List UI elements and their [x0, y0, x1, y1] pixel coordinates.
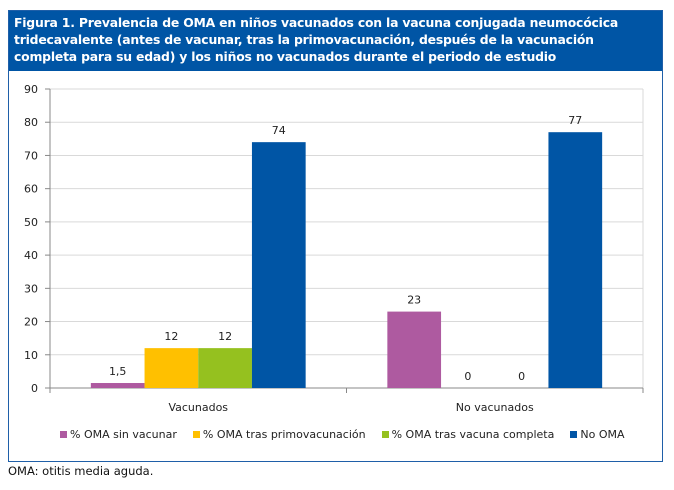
legend-item: % OMA sin vacunar: [60, 428, 177, 441]
legend-item: % OMA tras primovacunación: [192, 428, 366, 441]
legend-label: % OMA tras vacuna completa: [391, 428, 555, 441]
y-tick-label: 0: [31, 382, 38, 395]
legend-label: % OMA tras primovacunación: [202, 428, 366, 441]
y-tick-label: 10: [24, 349, 38, 362]
legend-swatch: [381, 431, 389, 438]
legend-label: No OMA: [580, 428, 625, 441]
legend-item: No OMA: [570, 428, 625, 441]
data-label: 74: [272, 124, 286, 137]
y-tick-label: 80: [24, 116, 38, 129]
legend-swatch: [192, 431, 200, 438]
data-label: 23: [407, 294, 421, 307]
legend-swatch: [570, 431, 578, 438]
legend-swatch: [60, 431, 67, 438]
footnote: OMA: otitis media aguda.: [8, 464, 154, 478]
figure-title: Figura 1. Prevalencia de OMA en niños va…: [9, 11, 662, 71]
y-tick-label: 50: [24, 216, 38, 229]
bar-no-oma-0: [251, 142, 306, 388]
data-label: 0: [518, 370, 525, 383]
y-tick-label: 60: [24, 183, 38, 196]
data-label: 0: [464, 370, 471, 383]
bar--oma-sin-vacunar-0: [90, 383, 145, 388]
y-tick-label: 70: [24, 149, 38, 162]
data-labels: 1,5 12 12 74 23 0 0 77: [109, 114, 582, 383]
y-tick-label: 90: [24, 83, 38, 96]
y-tick-label: 40: [24, 249, 38, 262]
data-label: 12: [164, 330, 178, 343]
data-label: 12: [218, 330, 232, 343]
data-label: 77: [568, 114, 582, 127]
bar--oma-sin-vacunar-1: [387, 311, 442, 388]
y-tick-label: 30: [24, 282, 38, 295]
legend-label: % OMA sin vacunar: [70, 428, 177, 441]
x-category-label: Vacunados: [168, 401, 228, 414]
axes: 0 10 20 30 40 50 60 70 80 90 Vacunados No vacunados: [24, 83, 644, 414]
bar--oma-tras-vacuna-completa-0: [198, 348, 252, 388]
legend-item: % OMA tras vacuna completa: [381, 428, 555, 441]
x-category-label: No vacunados: [456, 401, 534, 414]
bars: [90, 132, 603, 388]
legend: % OMA sin vacunar % OMA tras primovacunac…: [60, 428, 625, 441]
bar-no-oma-1: [548, 132, 603, 388]
bar--oma-tras-primovacunaci-n-0: [144, 348, 199, 388]
y-tick-label: 20: [24, 316, 38, 329]
data-label: 1,5: [109, 365, 127, 378]
